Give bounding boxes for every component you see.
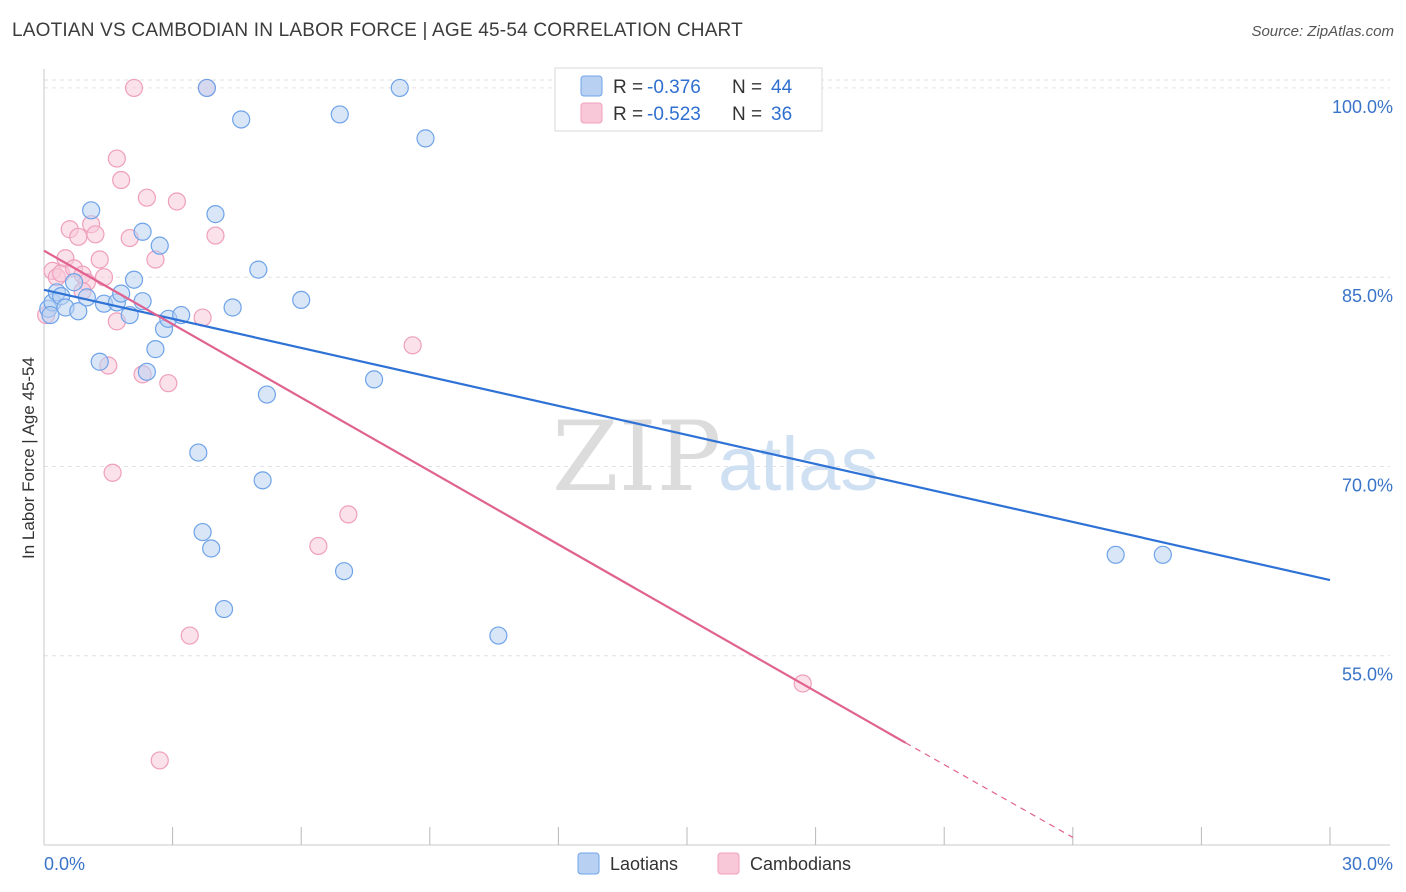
y-tick-label-2: 70.0% [1342,475,1393,495]
correlation-legend: R = -0.376 N = 44 R = -0.523 N = 36 [554,67,823,132]
point-cambodians-28 [206,226,225,245]
point-cambodians-21 [137,188,156,207]
point-cambodians-11 [90,250,109,269]
point-laotians-29 [223,298,242,317]
point-cambodians-14 [103,463,122,482]
trend-lines [43,249,1331,838]
chart-source: Source: ZipAtlas.com [1251,23,1394,40]
point-laotians-23 [189,443,208,462]
y-tick-label-0: 100.0% [1332,97,1393,117]
point-laotians-35 [330,105,349,124]
point-laotians-16 [133,222,152,241]
point-cambodians-23 [159,374,178,393]
point-cambodians-10 [86,225,105,244]
point-cambodians-31 [403,336,422,355]
point-laotians-6 [69,302,88,321]
point-laotians-34 [292,290,311,310]
point-laotians-5 [64,273,84,292]
legend-n-value-cambodians: 36 [771,104,792,125]
point-laotians-41 [1106,545,1125,564]
point-laotians-30 [232,110,251,129]
watermark-atlas: atlas [718,422,879,507]
watermark: ZIP atlas [552,401,879,513]
bottom-legend-swatch-cambodians [717,852,740,875]
point-cambodians-12 [94,268,114,287]
axes [43,69,1390,846]
legend-r-value-cambodians: -0.523 [647,104,701,125]
point-laotians-37 [364,370,384,389]
point-cambodians-30 [339,505,358,524]
series-legend: Laotians Cambodians [577,852,851,875]
bottom-legend-label-cambodians: Cambodians [750,854,851,874]
grid-lines [44,79,1390,657]
trend-line-extension-cambodians [905,742,1074,838]
bottom-legend-label-laotians: Laotians [610,854,678,874]
y-tick-labels: 100.0% 85.0% 70.0% 55.0% [1332,97,1393,685]
legend-r-label-laotians: R = [613,77,643,98]
legend-n-label-laotians: N = [732,77,762,98]
legend-r-value-laotians: -0.376 [647,77,701,98]
point-laotians-40 [489,626,508,645]
point-laotians-42 [1153,545,1172,564]
point-laotians-33 [257,385,277,404]
point-laotians-17 [137,362,156,381]
point-laotians-14 [124,270,144,289]
point-cambodians-19 [124,78,144,98]
point-laotians-43 [41,305,60,325]
series-laotians-points [39,78,1172,645]
point-cambodians-24 [167,192,186,211]
x-tick-label-0: 0.0% [44,854,85,874]
point-laotians-36 [334,562,354,581]
y-tick-label-3: 55.0% [1342,665,1393,685]
point-cambodians-25 [180,626,199,645]
bottom-legend-swatch-laotians [577,852,600,875]
point-laotians-38 [390,78,409,98]
legend-n-label-cambodians: N = [732,104,762,125]
y-tick-label-1: 85.0% [1342,286,1393,306]
legend-r-label-cambodians: R = [613,104,643,125]
point-laotians-24 [193,522,212,542]
point-laotians-32 [253,471,272,490]
legend-n-value-laotians: 44 [771,77,793,98]
point-cambodians-33 [150,751,169,770]
point-cambodians-29 [309,536,328,556]
legend-swatch-cambodians [580,102,603,124]
point-laotians-39 [416,129,435,148]
point-laotians-28 [214,599,234,619]
point-laotians-31 [249,260,268,279]
x-tick-label-1: 30.0% [1342,854,1393,874]
point-laotians-8 [82,201,101,220]
point-laotians-9 [90,352,109,371]
point-laotians-19 [150,236,169,255]
y-axis-title: In Labor Force | Age 45-54 [19,357,38,559]
watermark-zip: ZIP [552,401,721,513]
point-laotians-18 [146,340,165,359]
point-laotians-26 [202,539,221,558]
trend-line-cambodians [43,249,907,744]
point-cambodians-7 [69,227,88,246]
point-cambodians-16 [107,149,126,168]
chart-title: LAOTIAN VS CAMBODIAN IN LABOR FORCE | AG… [12,20,743,41]
legend-swatch-laotians [580,75,603,97]
point-cambodians-17 [112,170,131,190]
x-tick-labels: 0.0% 30.0% [44,854,1393,874]
trend-line-laotians [43,288,1331,582]
point-laotians-25 [197,78,216,98]
point-laotians-27 [206,205,225,224]
